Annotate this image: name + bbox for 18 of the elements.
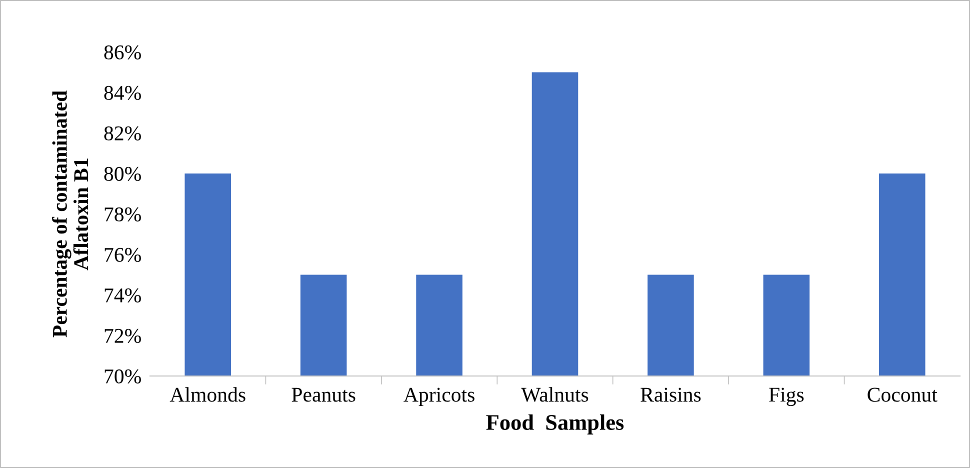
- x-tick-label: Almonds: [170, 387, 246, 402]
- y-tick-label: 82%: [104, 126, 141, 140]
- x-tick-label: Walnuts: [521, 387, 588, 402]
- x-tick-label: Apricots: [404, 388, 474, 406]
- y-tick-label: 74%: [104, 288, 141, 302]
- y-tick-label: 80%: [104, 166, 141, 181]
- y-tick-label: 84%: [104, 86, 141, 100]
- y-tick-label: 72%: [104, 328, 141, 343]
- x-tick-label: Peanuts: [292, 388, 356, 402]
- x-tick-label: Figs: [769, 388, 804, 406]
- y-tick-label: 76%: [104, 248, 141, 262]
- x-axis-title: Food Samples: [486, 414, 624, 434]
- x-tick-label: Coconut: [868, 388, 938, 402]
- y-tick-label: 78%: [104, 207, 141, 222]
- x-tick-label: Raisins: [640, 388, 701, 402]
- y-tick-label: 70%: [104, 369, 141, 384]
- y-axis-title: Percentage of contaminated Aflatoxin B1: [52, 90, 88, 338]
- y-tick-label: 86%: [104, 45, 141, 60]
